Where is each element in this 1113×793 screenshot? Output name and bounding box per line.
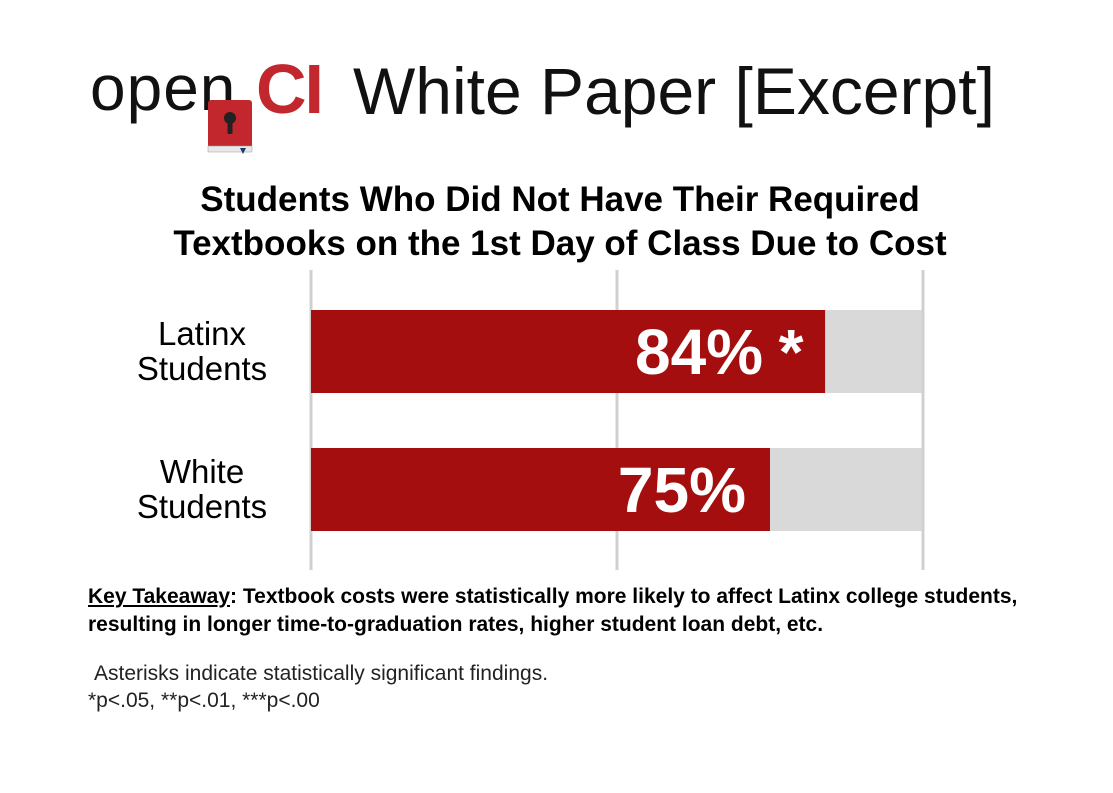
bar-value-label: 84%	[635, 316, 763, 388]
category-label-white: White Students	[92, 454, 312, 524]
bar-chart: 84% * 75% Latinx Students White Students	[0, 270, 1113, 580]
category-label-line: Students	[136, 488, 268, 525]
chart-title-line-2: Textbooks on the 1st Day of Class Due to…	[173, 224, 947, 263]
significance-note-line-2: *p<.05, **p<.01, ***p<.00	[88, 689, 320, 712]
key-takeaway-label: Key Takeaway	[88, 585, 231, 608]
category-label-line: White	[159, 453, 245, 490]
lock-book-icon	[207, 100, 253, 154]
significance-note: Asterisks indicate statistically signifi…	[88, 660, 788, 714]
header: open CI White Paper [Excerpt]	[88, 52, 1048, 162]
key-takeaway: Key Takeaway: Textbook costs were statis…	[88, 583, 1048, 639]
chart-svg: 84% * 75%	[309, 270, 925, 570]
chart-title: Students Who Did Not Have Their Required…	[60, 178, 1060, 266]
category-label-latinx: Latinx Students	[92, 316, 312, 386]
bar-value-label: 75%	[618, 454, 746, 526]
significance-asterisk: *	[779, 316, 804, 388]
category-label-line: Students	[136, 350, 268, 387]
bar	[311, 310, 826, 393]
opencl-logo: open CI	[88, 52, 333, 160]
logo-ci-text: CI	[256, 50, 324, 128]
page-title: White Paper [Excerpt]	[353, 54, 995, 128]
chart-title-line-1: Students Who Did Not Have Their Required	[200, 180, 920, 219]
bar	[311, 448, 770, 531]
key-takeaway-text: : Textbook costs were statistically more…	[88, 585, 1018, 636]
significance-note-line-1: Asterisks indicate statistically signifi…	[94, 662, 549, 685]
category-label-line: Latinx	[157, 315, 247, 352]
